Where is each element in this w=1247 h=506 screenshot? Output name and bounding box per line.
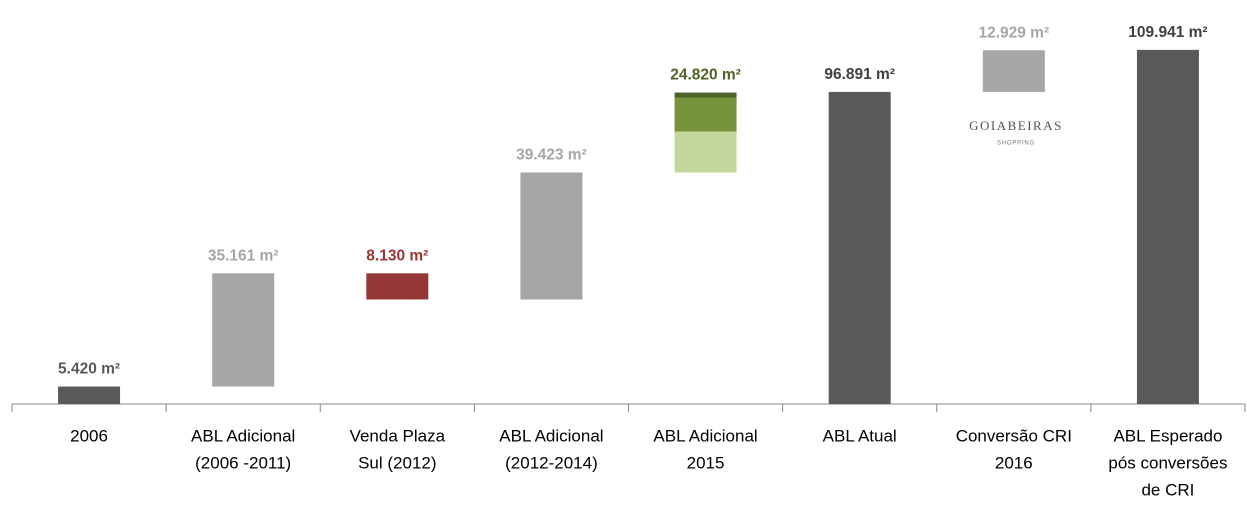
logo-name: GOIABEIRAS [969, 118, 1063, 133]
x-tick-label: ABL Adicional [653, 426, 757, 445]
x-tick-label: pós conversões [1108, 453, 1227, 472]
x-tick-label: ABL Adicional [499, 426, 603, 445]
x-tick-label: 2006 [70, 426, 108, 445]
value-label: 5.420 m² [58, 361, 120, 378]
bar [828, 91, 891, 404]
x-tick-label: ABL Atual [823, 426, 897, 445]
logo-subtitle: SHOPPING [997, 141, 1035, 147]
x-tick-label: Sul (2012) [358, 453, 436, 472]
value-label: 35.161 m² [208, 247, 279, 264]
bar [366, 273, 429, 300]
value-label: 109.941 m² [1128, 24, 1207, 41]
bar [58, 386, 121, 404]
value-label: 12.929 m² [978, 24, 1049, 41]
x-tick-label: ABL Adicional [191, 426, 295, 445]
x-tick-label: 2015 [687, 453, 725, 472]
bar [1136, 49, 1199, 404]
x-tick-label: 2016 [995, 453, 1033, 472]
x-tick-label: (2006 -2011) [195, 453, 291, 472]
x-tick-label: (2012-2014) [505, 453, 598, 472]
x-tick-label: Conversão CRI [956, 426, 1072, 445]
value-label: 24.820 m² [670, 67, 741, 84]
value-label: 8.130 m² [366, 247, 428, 264]
bar [674, 92, 737, 173]
bar [212, 273, 275, 387]
bar [520, 172, 583, 300]
bar [982, 50, 1045, 92]
value-label: 96.891 m² [824, 66, 895, 83]
x-tick-label: Venda Plaza [350, 426, 446, 445]
x-tick-label: de CRI [1141, 480, 1194, 499]
x-tick-label: ABL Esperado [1113, 426, 1222, 445]
value-label: 39.423 m² [516, 147, 587, 164]
